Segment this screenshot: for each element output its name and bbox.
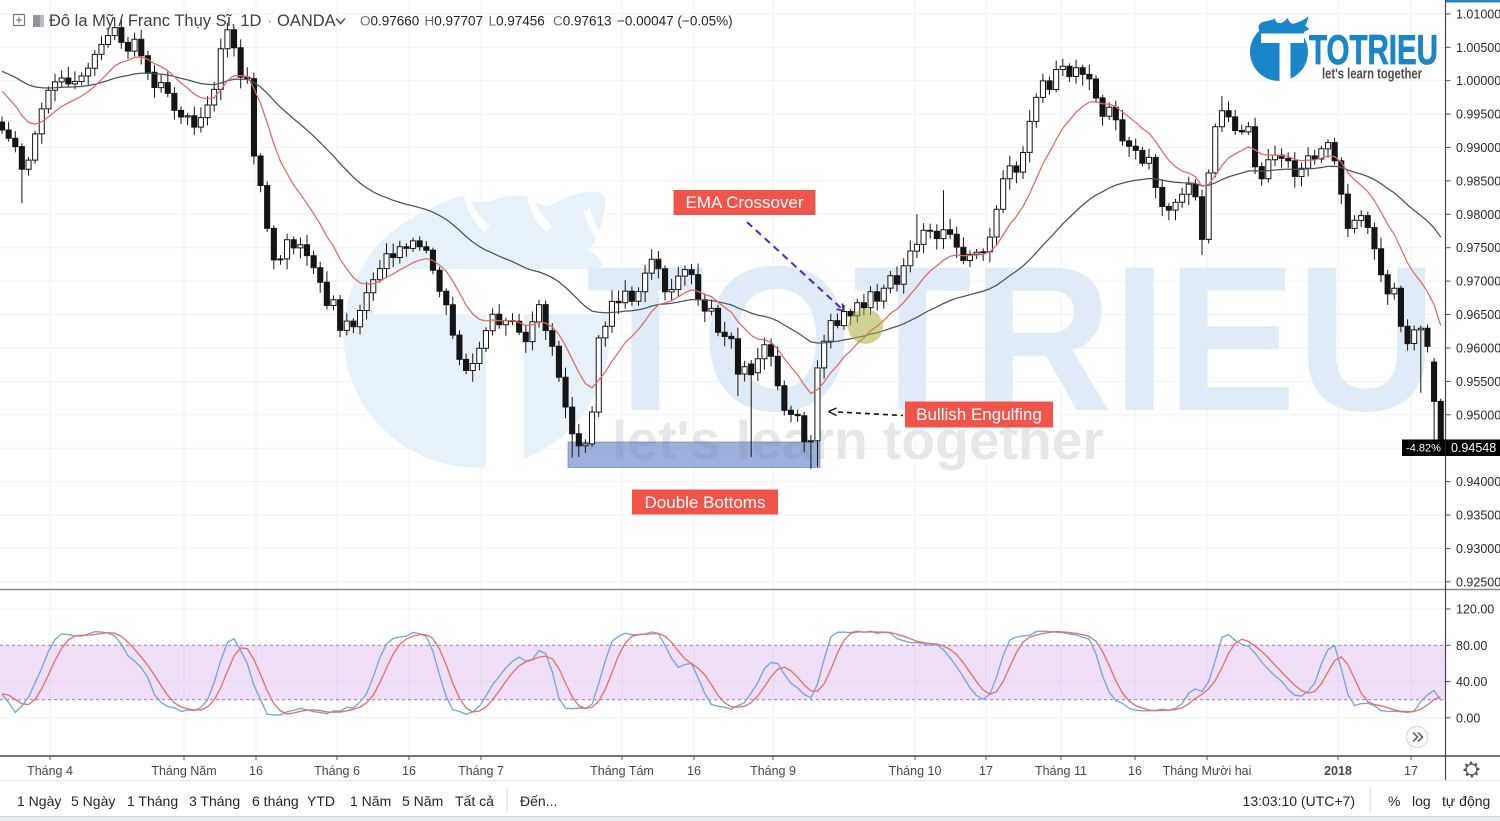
svg-text:YTD: YTD — [307, 793, 335, 809]
svg-text:Tháng 9: Tháng 9 — [750, 764, 796, 778]
svg-text:Tháng Năm: Tháng Năm — [151, 764, 216, 778]
svg-text:0.97000: 0.97000 — [1456, 275, 1500, 289]
svg-text:Tháng Tám: Tháng Tám — [590, 764, 654, 778]
svg-text:O0.97660: O0.97660 — [360, 14, 419, 29]
svg-text:17: 17 — [979, 764, 993, 778]
svg-text:Tháng 4: Tháng 4 — [27, 764, 73, 778]
svg-text:-4.82%: -4.82% — [1406, 443, 1441, 455]
svg-text:40.00: 40.00 — [1456, 675, 1487, 689]
svg-text:Tháng Mười hai: Tháng Mười hai — [1163, 764, 1252, 778]
svg-text:0.94000: 0.94000 — [1456, 475, 1500, 489]
svg-text:3 Tháng: 3 Tháng — [189, 793, 240, 809]
svg-text:1.00000: 1.00000 — [1456, 74, 1500, 88]
svg-text:17: 17 — [1404, 764, 1418, 778]
svg-text:16: 16 — [249, 764, 263, 778]
svg-text:0.96500: 0.96500 — [1456, 308, 1500, 322]
svg-text:H0.97707: H0.97707 — [425, 14, 484, 29]
svg-text:0.92500: 0.92500 — [1456, 575, 1500, 589]
svg-text:Đô la Mỹ / Franc Thụy Sĩ, 1D: Đô la Mỹ / Franc Thụy Sĩ, 1D — [49, 12, 262, 30]
svg-text:6 tháng: 6 tháng — [252, 793, 299, 809]
svg-text:1 Tháng: 1 Tháng — [127, 793, 178, 809]
svg-text:0.99000: 0.99000 — [1456, 141, 1500, 155]
svg-text:Tất cả: Tất cả — [455, 793, 494, 809]
svg-text:0.98000: 0.98000 — [1456, 208, 1500, 222]
svg-text:0.97500: 0.97500 — [1456, 241, 1500, 255]
svg-text:0.99500: 0.99500 — [1456, 108, 1500, 122]
svg-text:Tháng 10: Tháng 10 — [889, 764, 942, 778]
svg-text:16: 16 — [687, 764, 701, 778]
svg-text:OANDA: OANDA — [277, 12, 336, 30]
svg-text:13:03:10 (UTC+7): 13:03:10 (UTC+7) — [1243, 793, 1355, 809]
svg-text:0.93000: 0.93000 — [1456, 542, 1500, 556]
svg-text:0.94548: 0.94548 — [1451, 441, 1496, 455]
svg-text:120.00: 120.00 — [1456, 603, 1494, 617]
svg-text:1.00500: 1.00500 — [1456, 41, 1500, 55]
svg-text:16: 16 — [1128, 764, 1142, 778]
svg-text:0.00: 0.00 — [1456, 711, 1480, 725]
svg-text:Double Bottoms: Double Bottoms — [645, 493, 766, 512]
svg-text:Tháng 11: Tháng 11 — [1035, 764, 1087, 778]
svg-text:0.98500: 0.98500 — [1456, 174, 1500, 188]
svg-text:1 Ngày: 1 Ngày — [17, 793, 61, 809]
svg-text:Đến...: Đến... — [520, 793, 557, 809]
svg-text:0.93500: 0.93500 — [1456, 509, 1500, 523]
svg-text:TOTRIEU: TOTRIEU — [1309, 26, 1438, 73]
svg-text:0.96000: 0.96000 — [1456, 342, 1500, 356]
svg-text:L0.97456: L0.97456 — [489, 14, 545, 29]
svg-text:16: 16 — [402, 764, 416, 778]
svg-text:let's learn together: let's learn together — [1322, 66, 1422, 83]
svg-text:Bullish Engulfing: Bullish Engulfing — [916, 405, 1042, 424]
svg-text:Tháng 6: Tháng 6 — [314, 764, 360, 778]
svg-text:·: · — [267, 12, 273, 30]
svg-text:1 Năm: 1 Năm — [350, 793, 391, 809]
svg-text:−0.00047 (−0.05%): −0.00047 (−0.05%) — [617, 14, 733, 29]
svg-text:5 Năm: 5 Năm — [402, 793, 443, 809]
svg-text:80.00: 80.00 — [1456, 639, 1487, 653]
svg-text:1.01000: 1.01000 — [1456, 7, 1500, 21]
svg-text:0.95500: 0.95500 — [1456, 375, 1500, 389]
svg-text:5 Ngày: 5 Ngày — [71, 793, 115, 809]
svg-text:EMA Crossover: EMA Crossover — [685, 193, 803, 212]
svg-text:tự động: tự động — [1442, 793, 1490, 809]
svg-text:%: % — [1388, 793, 1400, 809]
svg-text:C0.97613: C0.97613 — [553, 14, 612, 29]
svg-text:Tháng 7: Tháng 7 — [458, 764, 504, 778]
svg-text:2018: 2018 — [1324, 764, 1352, 778]
svg-text:0.95000: 0.95000 — [1456, 408, 1500, 422]
svg-text:log: log — [1412, 793, 1431, 809]
